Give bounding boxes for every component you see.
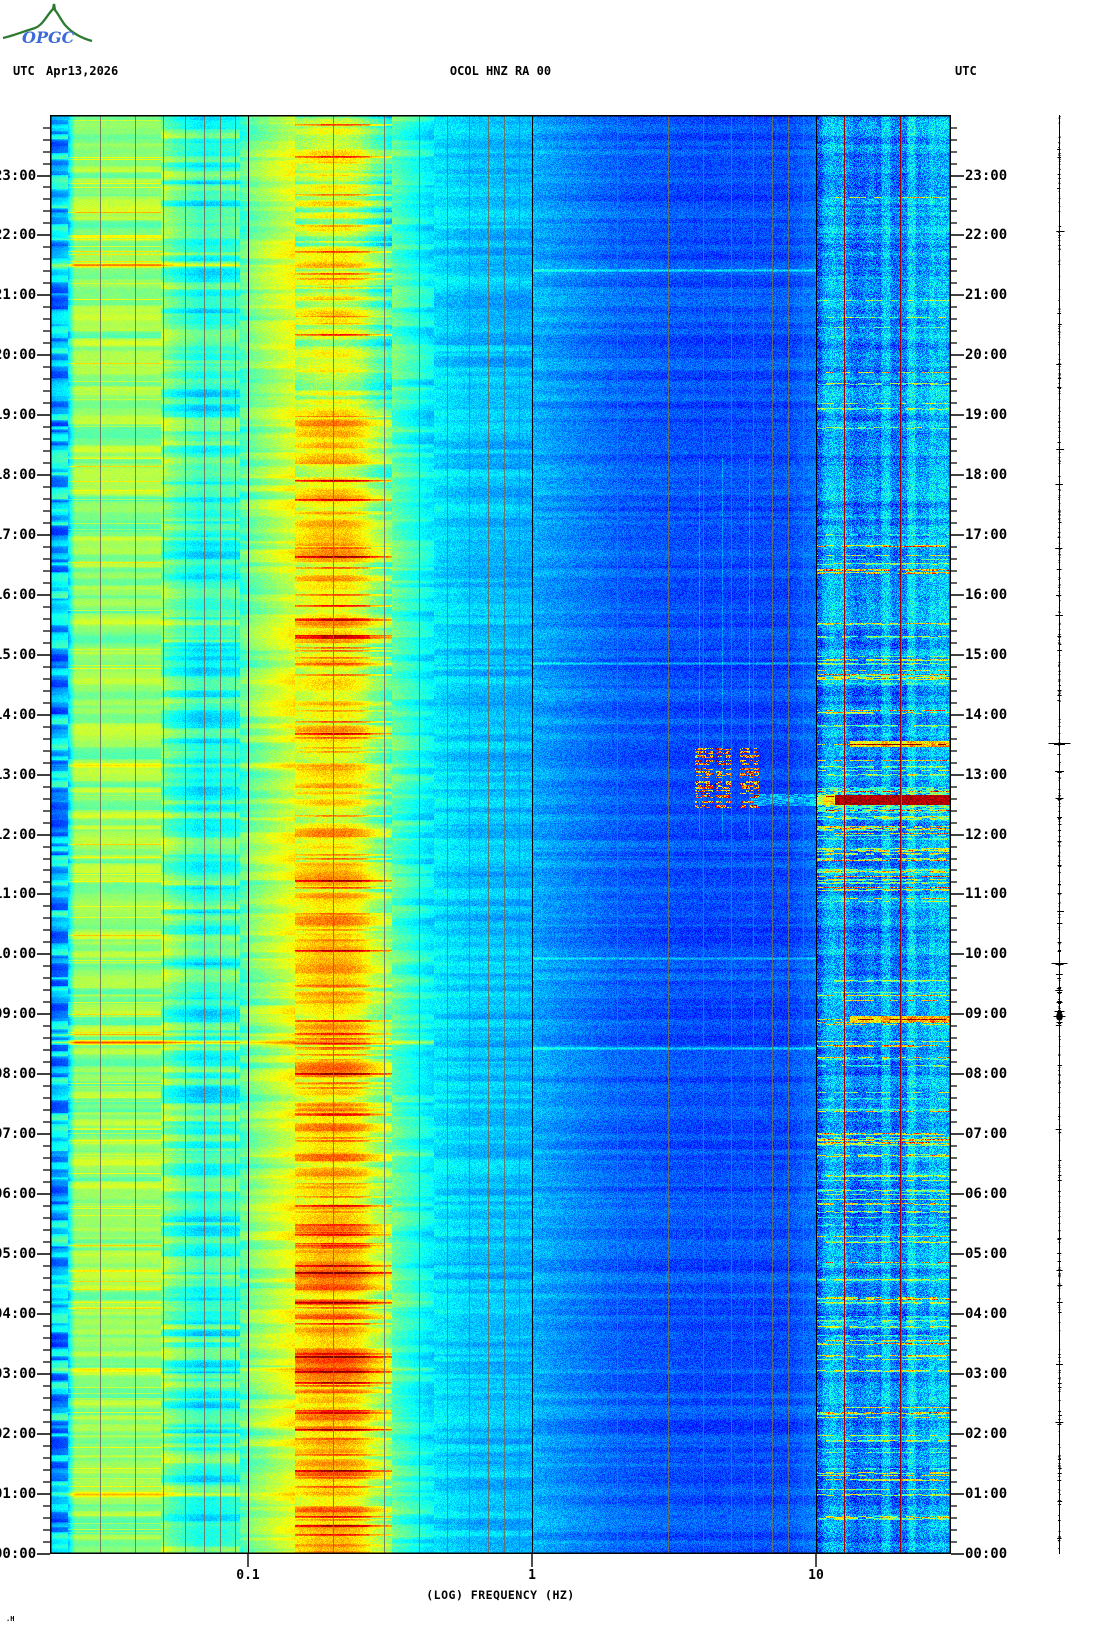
hour-label-left: 05:00 bbox=[0, 1245, 37, 1262]
hour-label-right: 08:00 bbox=[965, 1066, 1008, 1083]
hour-label-left: 22:00 bbox=[0, 227, 37, 244]
hour-label-left: 18:00 bbox=[0, 467, 37, 484]
hour-label-right: 16:00 bbox=[965, 586, 1008, 603]
hour-label-left: 17:00 bbox=[0, 526, 37, 543]
hour-label-right: 17:00 bbox=[965, 526, 1008, 543]
hour-label-left: 09:00 bbox=[0, 1006, 37, 1023]
hour-label-left: 00:00 bbox=[0, 1545, 37, 1562]
hour-label-left: 15:00 bbox=[0, 646, 37, 663]
hour-label-right: 21:00 bbox=[965, 287, 1008, 304]
hour-label-left: 07:00 bbox=[0, 1126, 37, 1143]
hour-label-right: 10:00 bbox=[965, 946, 1008, 963]
hour-label-right: 05:00 bbox=[965, 1245, 1008, 1262]
page-title: OCOL HNZ RA 00 bbox=[449, 64, 552, 78]
hour-label-right: 23:00 bbox=[965, 167, 1008, 184]
hour-label-right: 02:00 bbox=[965, 1425, 1008, 1442]
opgc-logo: OPGC bbox=[2, 3, 93, 47]
hour-label-right: 04:00 bbox=[965, 1305, 1008, 1322]
hour-label-left: 01:00 bbox=[0, 1485, 37, 1502]
hour-label-right: 20:00 bbox=[965, 347, 1008, 364]
hour-label-right: 00:00 bbox=[965, 1545, 1008, 1562]
logo-mountain-curve bbox=[2, 3, 93, 43]
hour-label-left: 21:00 bbox=[0, 287, 37, 304]
hour-label-right: 18:00 bbox=[965, 467, 1008, 484]
logo-text: OPGC bbox=[22, 28, 75, 47]
frequency-tick-label: 1 bbox=[528, 1568, 536, 1583]
hour-label-left: 06:00 bbox=[0, 1186, 37, 1203]
hour-label-right: 13:00 bbox=[965, 766, 1008, 783]
seismic-amplitude-trace bbox=[1037, 115, 1081, 1554]
hour-label-right: 01:00 bbox=[965, 1485, 1008, 1502]
hour-label-right: 14:00 bbox=[965, 706, 1008, 723]
spectrogram-heatmap bbox=[50, 115, 951, 1554]
hour-label-left: 12:00 bbox=[0, 826, 37, 843]
hour-label-right: 11:00 bbox=[965, 886, 1008, 903]
corner-mark: .H bbox=[6, 1615, 15, 1623]
hour-label-left: 10:00 bbox=[0, 946, 37, 963]
hour-label-left: 23:00 bbox=[0, 167, 37, 184]
hour-label-left: 20:00 bbox=[0, 347, 37, 364]
hour-label-left: 14:00 bbox=[0, 706, 37, 723]
hour-label-right: 22:00 bbox=[965, 227, 1008, 244]
date-label: Apr13,2026 bbox=[46, 64, 119, 78]
hour-label-left: 16:00 bbox=[0, 586, 37, 603]
frequency-tick-label: 0.1 bbox=[236, 1568, 260, 1583]
hour-label-right: 09:00 bbox=[965, 1006, 1008, 1023]
x-axis-title: (LOG) FREQUENCY (HZ) bbox=[426, 1588, 575, 1602]
hour-label-left: 13:00 bbox=[0, 766, 37, 783]
hour-label-right: 19:00 bbox=[965, 407, 1008, 424]
hour-label-right: 12:00 bbox=[965, 826, 1008, 843]
hour-label-left: 02:00 bbox=[0, 1425, 37, 1442]
utc-label-left: UTC bbox=[13, 64, 35, 78]
hour-label-right: 03:00 bbox=[965, 1365, 1008, 1382]
hour-label-left: 04:00 bbox=[0, 1305, 37, 1322]
hour-label-right: 07:00 bbox=[965, 1126, 1008, 1143]
hour-label-left: 11:00 bbox=[0, 886, 37, 903]
hour-label-left: 03:00 bbox=[0, 1365, 37, 1382]
hour-label-left: 19:00 bbox=[0, 407, 37, 424]
utc-label-right: UTC bbox=[955, 64, 977, 78]
hour-label-right: 15:00 bbox=[965, 646, 1008, 663]
hour-label-left: 08:00 bbox=[0, 1066, 37, 1083]
frequency-tick-label: 10 bbox=[808, 1568, 824, 1583]
hour-label-right: 06:00 bbox=[965, 1186, 1008, 1203]
